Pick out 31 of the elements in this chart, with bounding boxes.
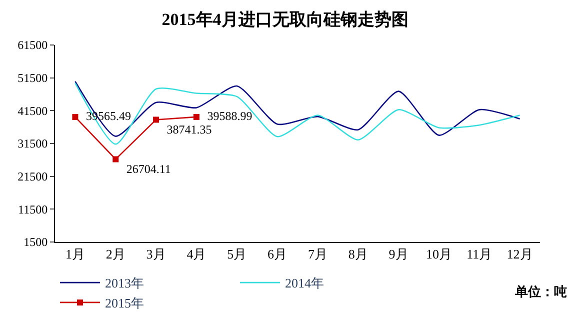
legend-label: 2015年 [105,296,144,311]
x-tick-label: 12月 [506,246,533,262]
point [112,156,119,162]
x-tick-label: 7月 [308,246,328,262]
y-tick-label: 41500 [18,104,48,118]
y-tick-label: 31500 [18,136,48,151]
y-tick-label: 51500 [18,71,48,86]
y-tick-label: 61500 [18,38,48,52]
legend-label: 2014年 [285,276,324,291]
legend-label: 2013年 [105,276,144,291]
x-tick-label: 8月 [348,246,368,262]
chart-title: 2015年4月进口无取向硅钢走势图 [162,10,408,30]
point [72,114,78,120]
point [193,114,200,120]
data-label: 39588.99 [201,108,252,123]
y-tick-label: 1500 [24,235,48,250]
data-label: 38741.35 [160,122,212,136]
x-tick-label: 9月 [388,246,408,262]
x-tick-label: 2月 [106,246,126,262]
text: 单位：吨 [514,284,567,299]
x-tick-label: 3月 [146,246,166,262]
x-tick-label: 11月 [466,246,492,262]
x-tick-label: 6月 [268,246,288,262]
y-tick-label: 11500 [18,202,48,216]
x-tick-label: 10月 [426,246,452,262]
point [153,116,160,123]
y-tick-label: 21500 [18,170,48,184]
data-label: 26704.11 [120,162,171,176]
x-tick-label: 4月 [186,246,206,262]
x-tick-label: 1月 [65,246,85,262]
x-tick-label: 5月 [227,246,247,262]
